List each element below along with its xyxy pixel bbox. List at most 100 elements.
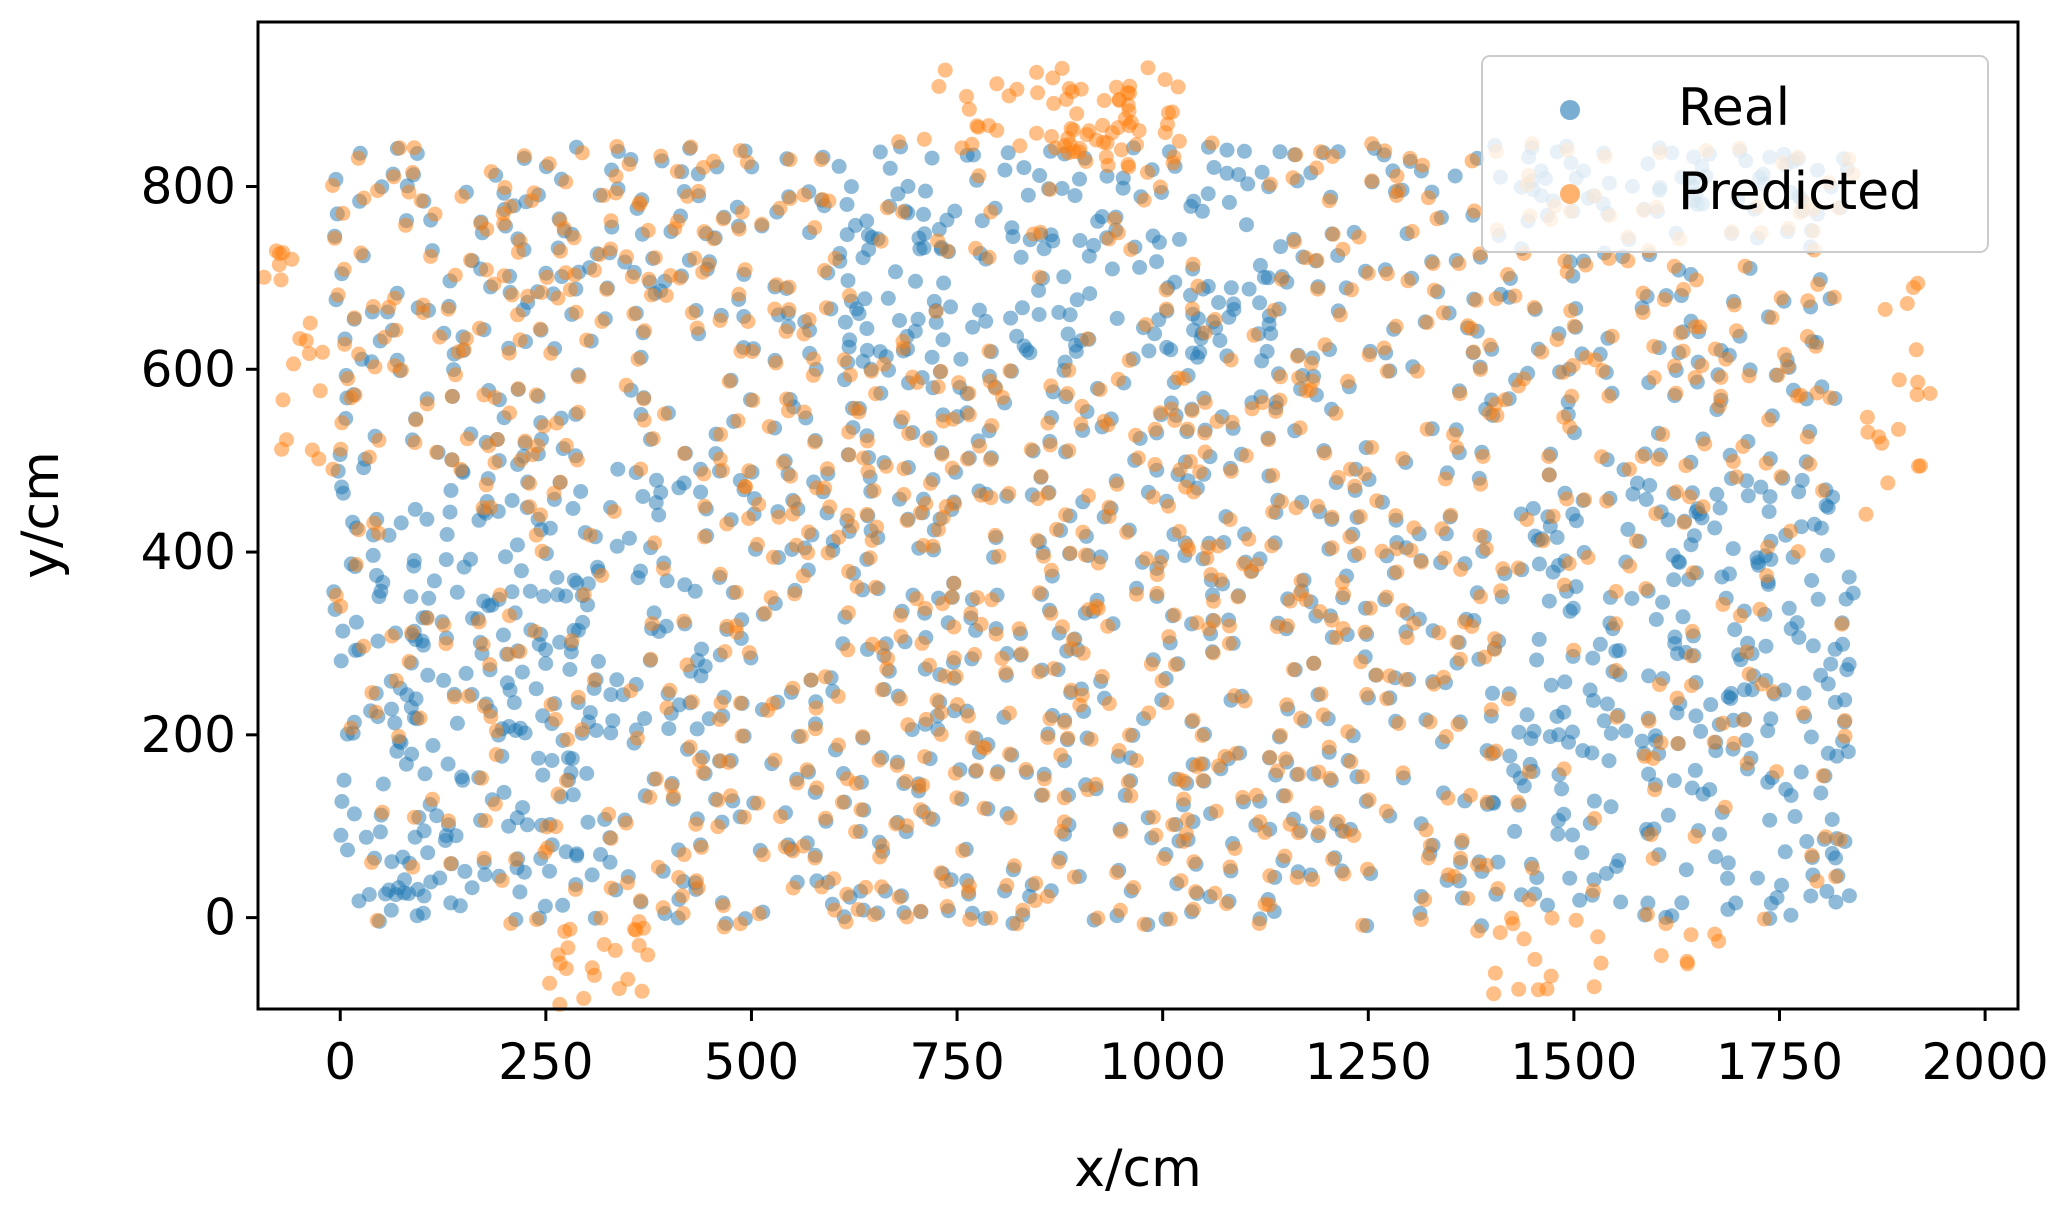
predicted-point bbox=[1489, 408, 1505, 423]
predicted-point bbox=[488, 723, 504, 739]
predicted-point bbox=[1808, 338, 1824, 354]
real-point bbox=[677, 577, 693, 593]
predicted-point bbox=[1645, 851, 1661, 866]
predicted-point bbox=[817, 263, 832, 278]
real-point bbox=[1172, 231, 1187, 247]
predicted-point bbox=[441, 813, 456, 829]
predicted-point bbox=[1913, 458, 1928, 474]
predicted-point bbox=[1695, 499, 1711, 515]
predicted-point bbox=[1012, 138, 1028, 154]
predicted-point bbox=[946, 650, 962, 666]
predicted-point bbox=[723, 788, 739, 804]
predicted-point bbox=[917, 600, 933, 616]
predicted-point bbox=[1419, 421, 1435, 437]
predicted-point bbox=[827, 251, 843, 266]
real-point bbox=[528, 681, 544, 697]
predicted-point bbox=[637, 323, 652, 339]
predicted-point bbox=[1556, 761, 1572, 777]
predicted-point bbox=[1277, 848, 1293, 864]
predicted-point bbox=[937, 668, 953, 684]
predicted-point bbox=[734, 728, 750, 744]
predicted-point bbox=[929, 692, 945, 708]
predicted-point bbox=[603, 830, 619, 846]
predicted-point bbox=[432, 329, 448, 345]
real-point bbox=[1252, 257, 1268, 273]
predicted-point bbox=[655, 561, 671, 577]
predicted-point bbox=[444, 388, 460, 404]
predicted-point bbox=[768, 277, 784, 293]
predicted-point bbox=[1706, 734, 1722, 750]
predicted-point bbox=[1688, 272, 1704, 288]
real-point bbox=[621, 530, 637, 546]
predicted-point bbox=[1163, 401, 1179, 417]
predicted-point bbox=[1161, 629, 1177, 645]
predicted-point bbox=[785, 880, 801, 896]
predicted-point bbox=[502, 608, 517, 624]
predicted-point bbox=[1741, 368, 1757, 384]
predicted-point bbox=[1043, 562, 1059, 578]
real-point bbox=[580, 814, 596, 830]
predicted-point bbox=[1638, 581, 1654, 597]
real-point bbox=[1667, 629, 1683, 645]
predicted-point bbox=[1079, 127, 1095, 143]
predicted-point bbox=[351, 346, 367, 362]
predicted-point bbox=[730, 413, 746, 429]
predicted-point bbox=[1666, 258, 1682, 274]
predicted-point bbox=[1653, 735, 1669, 751]
predicted-point bbox=[900, 717, 916, 733]
real-point bbox=[565, 787, 581, 803]
predicted-point bbox=[782, 191, 798, 206]
predicted-point bbox=[1566, 318, 1582, 334]
predicted-point bbox=[899, 909, 915, 925]
predicted-point bbox=[311, 451, 327, 467]
predicted-point bbox=[1095, 117, 1111, 133]
real-point bbox=[1014, 300, 1030, 316]
real-point bbox=[370, 633, 386, 649]
predicted-point bbox=[1466, 203, 1482, 219]
predicted-point bbox=[740, 314, 756, 329]
predicted-point bbox=[543, 345, 559, 361]
y-tick-label: 800 bbox=[141, 158, 236, 216]
predicted-point bbox=[781, 302, 797, 318]
x-tick-label: 500 bbox=[704, 1033, 799, 1091]
predicted-point bbox=[765, 549, 781, 565]
predicted-point bbox=[471, 614, 487, 630]
predicted-point bbox=[369, 912, 385, 928]
points-layer bbox=[256, 60, 1938, 1012]
predicted-point bbox=[1732, 608, 1748, 624]
predicted-point bbox=[436, 617, 452, 633]
y-tick-label: 0 bbox=[204, 889, 236, 947]
predicted-point bbox=[552, 955, 568, 971]
real-point bbox=[552, 634, 568, 650]
predicted-point bbox=[919, 432, 935, 448]
predicted-point bbox=[1676, 282, 1691, 297]
predicted-point bbox=[1413, 554, 1429, 570]
predicted-point bbox=[1694, 358, 1710, 374]
predicted-point bbox=[771, 509, 787, 525]
predicted-point bbox=[1343, 282, 1359, 298]
predicted-point bbox=[1261, 432, 1277, 448]
predicted-point bbox=[1446, 427, 1462, 443]
predicted-point bbox=[645, 431, 661, 447]
predicted-point bbox=[1578, 257, 1594, 273]
predicted-point bbox=[983, 910, 999, 926]
real-point bbox=[1674, 895, 1690, 911]
predicted-point bbox=[841, 447, 857, 463]
predicted-point bbox=[721, 754, 737, 770]
predicted-point bbox=[1351, 545, 1367, 561]
predicted-point bbox=[529, 912, 545, 928]
real-point bbox=[536, 588, 552, 604]
real-point bbox=[372, 824, 388, 840]
predicted-point bbox=[1312, 604, 1328, 620]
real-point bbox=[1031, 283, 1047, 298]
predicted-point bbox=[1440, 790, 1456, 806]
predicted-point bbox=[1685, 565, 1701, 581]
predicted-point bbox=[808, 700, 824, 716]
predicted-point bbox=[969, 590, 985, 606]
predicted-point bbox=[501, 345, 517, 361]
predicted-point bbox=[1360, 861, 1375, 877]
real-point bbox=[1796, 685, 1812, 701]
predicted-point bbox=[1452, 850, 1468, 866]
predicted-point bbox=[1058, 507, 1074, 523]
predicted-point bbox=[1230, 589, 1246, 605]
